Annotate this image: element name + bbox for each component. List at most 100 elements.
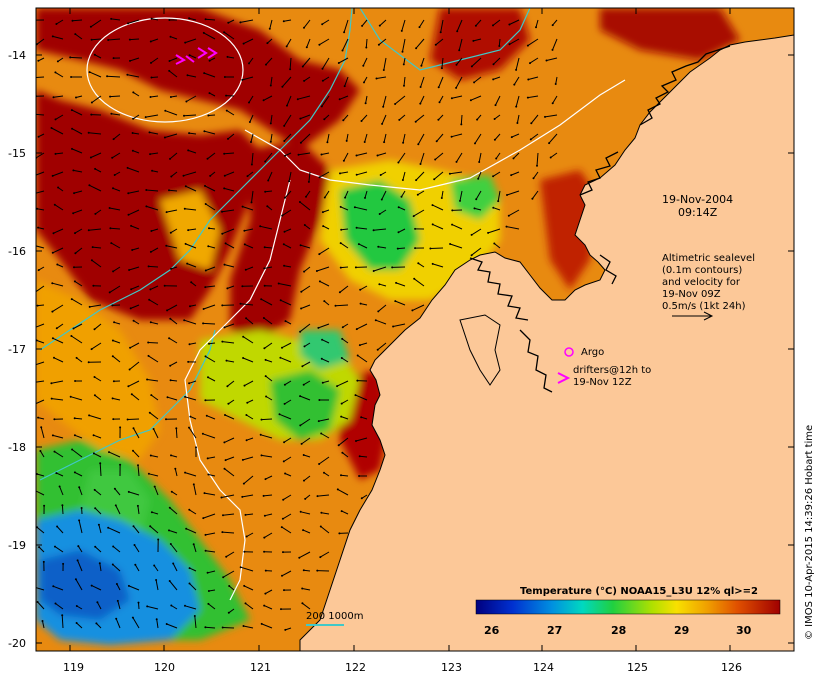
- velocity-vector-head: [299, 510, 302, 513]
- velocity-vector-head: [225, 359, 228, 362]
- velocity-vector: [319, 247, 330, 255]
- velocity-vector-head: [221, 531, 224, 534]
- time-label: 09:14Z: [678, 206, 718, 219]
- velocity-vector-head: [130, 288, 133, 291]
- velocity-vector-head: [492, 78, 495, 81]
- velocity-vector: [193, 544, 197, 553]
- velocity-vector: [303, 454, 311, 458]
- velocity-vector: [455, 76, 463, 89]
- velocity-vector-head: [263, 347, 266, 350]
- velocity-vector-head: [132, 117, 135, 120]
- velocity-vector-head: [516, 122, 519, 124]
- velocity-vector-head: [61, 614, 64, 617]
- velocity-vector-head: [187, 229, 190, 232]
- velocity-vector-head: [111, 304, 114, 307]
- velocity-vector-head: [163, 284, 166, 287]
- velocity-vector-head: [419, 102, 422, 105]
- velocity-vector: [552, 95, 558, 104]
- velocity-vector: [263, 95, 273, 101]
- x-axis-labels: 119 120 121 122 123 124 125 126: [63, 661, 742, 674]
- velocity-vector: [73, 190, 83, 194]
- velocity-vector-head: [207, 590, 210, 592]
- velocity-vector: [91, 38, 102, 41]
- velocity-vector: [184, 208, 197, 211]
- velocity-vector-head: [243, 584, 246, 587]
- velocity-vector-head: [355, 328, 358, 331]
- velocity-vector: [356, 152, 368, 156]
- velocity-vector: [373, 266, 387, 272]
- velocity-vector-head: [72, 169, 75, 172]
- velocity-vector-head: [284, 320, 287, 323]
- velocity-vector: [78, 487, 83, 496]
- velocity-vector-head: [283, 140, 286, 142]
- velocity-vector-head: [477, 177, 480, 180]
- velocity-vector-head: [508, 23, 511, 26]
- velocity-vector-head: [493, 118, 496, 120]
- velocity-vector-head: [74, 232, 76, 235]
- y-tick-label: -18: [8, 441, 26, 454]
- velocity-vector: [170, 228, 178, 234]
- velocity-vector: [492, 19, 501, 26]
- velocity-vector: [338, 437, 349, 446]
- velocity-vector: [145, 114, 159, 118]
- velocity-vector-head: [208, 342, 210, 345]
- velocity-vector: [154, 486, 159, 496]
- velocity-vector-head: [128, 368, 131, 371]
- velocity-vector-head: [70, 76, 73, 78]
- velocity-vector: [189, 583, 197, 591]
- velocity-vector: [166, 245, 178, 249]
- velocity-vector: [302, 602, 311, 610]
- velocity-vector: [188, 380, 197, 384]
- velocity-vector: [302, 529, 311, 534]
- velocity-vector: [228, 19, 235, 24]
- velocity-vector: [395, 282, 406, 287]
- velocity-vector-head: [411, 309, 414, 312]
- velocity-vector-head: [206, 157, 209, 160]
- velocity-vector-head: [431, 204, 434, 207]
- velocity-vector-head: [355, 440, 357, 442]
- velocity-vector: [222, 531, 235, 534]
- velocity-vector: [94, 507, 102, 515]
- velocity-vector: [284, 380, 292, 386]
- velocity-vector-head: [339, 266, 342, 269]
- velocity-vector-head: [245, 414, 248, 416]
- velocity-vector-head: [126, 418, 129, 421]
- velocity-vector: [281, 570, 292, 577]
- velocity-vector-head: [221, 626, 224, 629]
- velocity-vector-head: [132, 525, 135, 528]
- velocity-vector-head: [223, 263, 226, 266]
- velocity-vector: [96, 602, 102, 610]
- x-tick-label: 121: [250, 661, 271, 674]
- velocity-vector-head: [268, 27, 271, 30]
- velocity-vector: [112, 340, 121, 344]
- velocity-vector-head: [356, 379, 359, 382]
- velocity-vector: [168, 337, 178, 344]
- velocity-vector: [175, 428, 178, 439]
- velocity-vector: [379, 19, 387, 26]
- velocity-vector: [57, 57, 64, 62]
- velocity-vector: [114, 488, 121, 496]
- velocity-vector: [149, 412, 159, 420]
- velocity-vector: [492, 171, 501, 177]
- velocity-vector: [302, 57, 311, 67]
- velocity-vector: [248, 57, 254, 64]
- velocity-vector: [208, 227, 216, 230]
- velocity-vector: [132, 247, 140, 251]
- velocity-vector-head: [148, 298, 151, 301]
- velocity-vector: [344, 190, 349, 198]
- velocity-vector-head: [414, 227, 417, 230]
- velocity-vector-head: [107, 526, 110, 529]
- velocity-vector-head: [269, 122, 272, 125]
- velocity-vector: [170, 543, 178, 553]
- velocity-vector: [301, 437, 311, 445]
- velocity-vector-head: [226, 385, 229, 388]
- velocity-vector: [269, 19, 273, 29]
- velocity-vector-head: [206, 457, 209, 460]
- velocity-vector: [133, 427, 140, 439]
- velocity-vector-head: [202, 31, 205, 34]
- velocity-vector: [57, 264, 64, 268]
- velocity-vector: [379, 209, 387, 215]
- y-tick-label: -19: [8, 539, 26, 552]
- velocity-vector: [417, 190, 425, 196]
- velocity-vector-head: [202, 308, 205, 310]
